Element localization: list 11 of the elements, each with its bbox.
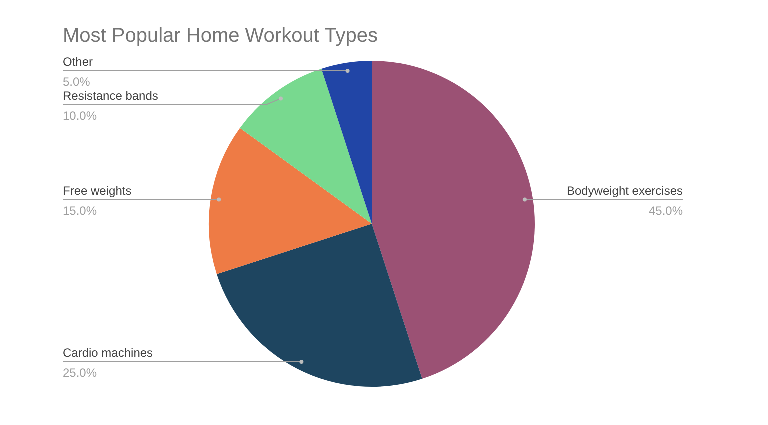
data-label: 45.0% (648, 204, 684, 218)
slice-label: Cardio machines (63, 346, 154, 360)
chart-title: Most Popular Home Workout Types (63, 25, 378, 47)
data-label: 5.0% (63, 75, 91, 90)
data-label: 25.0% (63, 366, 98, 380)
slice-label: Resistance bands (63, 89, 158, 104)
data-label: 10.0% (63, 109, 98, 124)
slice-label: Bodyweight exercises (566, 184, 683, 198)
slice-label: Free weights (63, 184, 132, 198)
data-label: 15.0% (63, 204, 98, 218)
slice-label: Other (63, 55, 94, 70)
